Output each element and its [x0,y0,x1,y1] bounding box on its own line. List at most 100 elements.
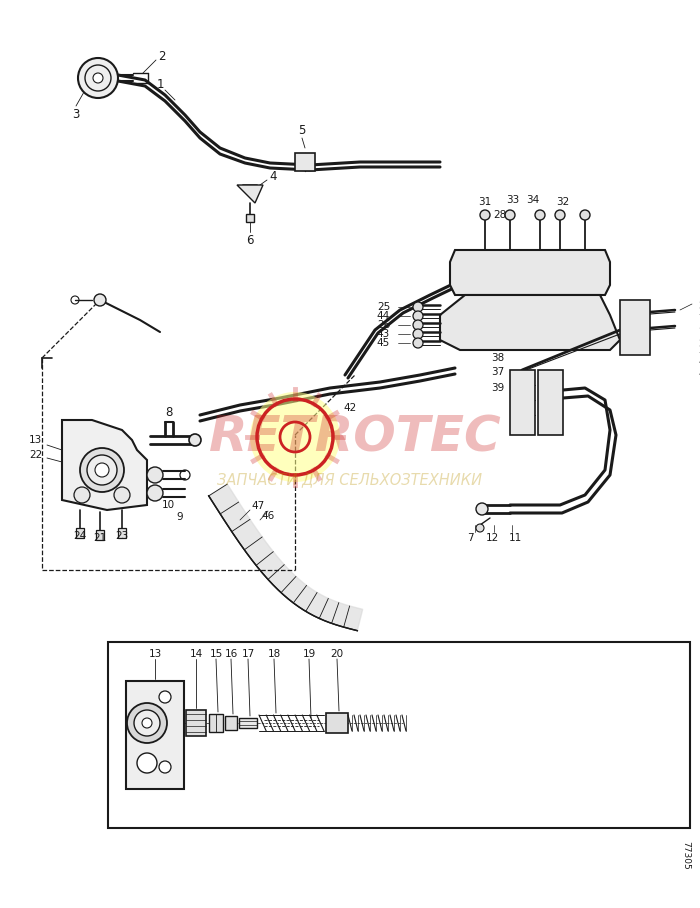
Text: 39: 39 [491,383,505,393]
Text: 34: 34 [526,195,540,205]
Text: 16: 16 [225,649,237,659]
Polygon shape [62,420,147,510]
Circle shape [535,210,545,220]
Circle shape [94,294,106,306]
Text: 22: 22 [29,450,42,460]
Circle shape [147,485,163,501]
Polygon shape [450,250,610,295]
Text: 44: 44 [377,311,390,321]
Bar [239,718,257,728]
Text: 38: 38 [491,353,505,363]
Circle shape [580,210,590,220]
Text: ЗАПЧАСТИ ДЛЯ СЕЛЬХОЗТЕХНИКИ: ЗАПЧАСТИ ДЛЯ СЕЛЬХОЗТЕХНИКИ [218,472,482,488]
Polygon shape [440,295,620,350]
Circle shape [555,210,565,220]
Circle shape [476,524,484,532]
Bar [620,300,650,355]
Text: 46: 46 [261,511,274,521]
Text: 29: 29 [698,307,700,317]
Text: 37: 37 [491,367,505,377]
Circle shape [87,455,117,485]
Circle shape [78,58,118,98]
Text: 20: 20 [330,649,344,659]
Circle shape [74,487,90,503]
Text: 77305: 77305 [682,841,690,869]
Text: 13: 13 [148,649,162,659]
Text: 17: 17 [241,649,255,659]
Circle shape [250,392,340,482]
Text: 15: 15 [209,649,223,659]
Text: 42: 42 [344,403,356,413]
Circle shape [413,338,423,348]
Bar [246,214,254,222]
Text: 24: 24 [74,531,87,541]
Text: 5: 5 [298,124,306,137]
Circle shape [142,718,152,728]
Polygon shape [209,484,363,631]
Bar [108,642,690,828]
Bar [76,528,84,538]
Text: RETROTEC: RETROTEC [209,413,501,461]
Circle shape [189,434,201,446]
Text: 27: 27 [698,345,700,355]
Circle shape [114,487,130,503]
Text: 12: 12 [485,533,498,543]
Polygon shape [237,185,263,203]
Text: 40: 40 [698,369,700,379]
Text: 26: 26 [377,320,390,330]
Text: 33: 33 [506,195,519,205]
Circle shape [95,463,109,477]
Circle shape [127,703,167,743]
Circle shape [159,691,171,703]
Circle shape [476,503,488,515]
Text: 19: 19 [302,649,316,659]
Text: 7: 7 [467,533,473,543]
Circle shape [413,320,423,330]
Text: 35: 35 [698,321,700,331]
Circle shape [147,467,163,483]
Text: 6: 6 [246,233,253,246]
Bar [96,530,104,540]
Text: 13: 13 [29,435,42,445]
Text: 10: 10 [162,500,174,510]
Bar [118,528,126,538]
Bar [538,370,563,435]
Text: 18: 18 [267,649,281,659]
Circle shape [413,302,423,312]
Bar [510,370,535,435]
Text: 28: 28 [494,210,507,220]
Text: 36: 36 [698,333,700,343]
Text: 2: 2 [158,50,166,63]
Bar [209,714,223,732]
Circle shape [137,753,157,773]
Text: 30: 30 [698,295,700,305]
Text: 23: 23 [116,531,129,541]
Text: 47: 47 [251,501,265,511]
Bar [186,710,206,736]
Text: 4: 4 [270,171,276,183]
Text: 14: 14 [190,649,202,659]
Text: 45: 45 [377,338,390,348]
Circle shape [159,761,171,773]
Circle shape [480,210,490,220]
Text: 1: 1 [156,77,164,91]
Text: 8: 8 [165,406,173,419]
Text: 9: 9 [176,512,183,522]
Text: 32: 32 [556,197,570,207]
Bar [326,713,348,733]
Text: 31: 31 [478,197,491,207]
Circle shape [413,329,423,339]
Text: 11: 11 [508,533,522,543]
Text: 25: 25 [377,302,390,312]
Text: 43: 43 [377,329,390,339]
Text: 21: 21 [93,533,106,543]
Bar [295,153,315,171]
Circle shape [93,73,103,83]
Bar [126,681,184,789]
Text: 41: 41 [698,357,700,367]
Text: 3: 3 [72,107,80,121]
Bar [225,716,237,730]
Circle shape [505,210,515,220]
Circle shape [80,448,124,492]
Circle shape [413,311,423,321]
